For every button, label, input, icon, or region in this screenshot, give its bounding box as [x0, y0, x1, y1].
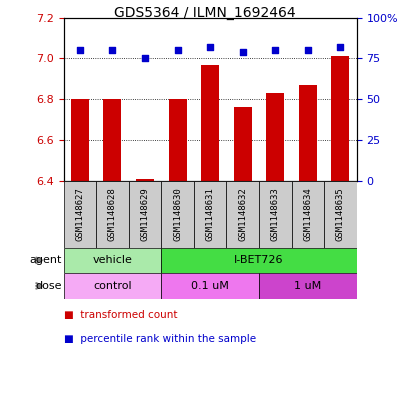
Bar [266, 93, 283, 181]
Text: GSM1148631: GSM1148631 [205, 187, 214, 241]
Text: 1 uM: 1 uM [294, 281, 321, 291]
Bar [193, 181, 226, 248]
Bar [63, 248, 161, 273]
Bar [291, 181, 324, 248]
Bar [161, 248, 356, 273]
Text: GSM1148634: GSM1148634 [303, 187, 312, 241]
Point [142, 55, 148, 62]
Bar [63, 181, 96, 248]
Bar [201, 64, 218, 181]
Bar [324, 181, 356, 248]
Point [206, 44, 213, 50]
Text: control: control [93, 281, 131, 291]
Text: GSM1148630: GSM1148630 [173, 187, 182, 241]
Text: GDS5364 / ILMN_1692464: GDS5364 / ILMN_1692464 [114, 6, 295, 20]
Text: GSM1148628: GSM1148628 [108, 187, 117, 241]
Point [109, 47, 115, 53]
Bar [330, 57, 348, 181]
Bar [128, 181, 161, 248]
Text: vehicle: vehicle [92, 255, 132, 265]
Text: GSM1148635: GSM1148635 [335, 187, 344, 241]
Bar [161, 181, 193, 248]
Text: ■  percentile rank within the sample: ■ percentile rank within the sample [63, 334, 255, 344]
Bar [161, 273, 258, 299]
Text: I-BET726: I-BET726 [234, 255, 283, 265]
Bar [298, 85, 316, 181]
Point [174, 47, 180, 53]
Text: GSM1148633: GSM1148633 [270, 187, 279, 241]
Bar [233, 107, 251, 181]
Point [239, 49, 245, 55]
Bar [258, 181, 291, 248]
Point [304, 47, 310, 53]
Point [76, 47, 83, 53]
Bar [168, 99, 186, 181]
Bar [103, 99, 121, 181]
Bar [96, 181, 128, 248]
Bar [258, 273, 356, 299]
Text: 0.1 uM: 0.1 uM [191, 281, 229, 291]
Bar [63, 273, 161, 299]
Text: ■  transformed count: ■ transformed count [63, 310, 177, 320]
Text: GSM1148629: GSM1148629 [140, 187, 149, 241]
Bar [71, 99, 89, 181]
Bar [226, 181, 258, 248]
Text: GSM1148627: GSM1148627 [75, 187, 84, 241]
Point [336, 44, 343, 50]
Text: agent: agent [29, 255, 61, 265]
Point [271, 47, 278, 53]
Text: dose: dose [35, 281, 61, 291]
Text: GSM1148632: GSM1148632 [238, 187, 247, 241]
Bar [136, 179, 153, 181]
